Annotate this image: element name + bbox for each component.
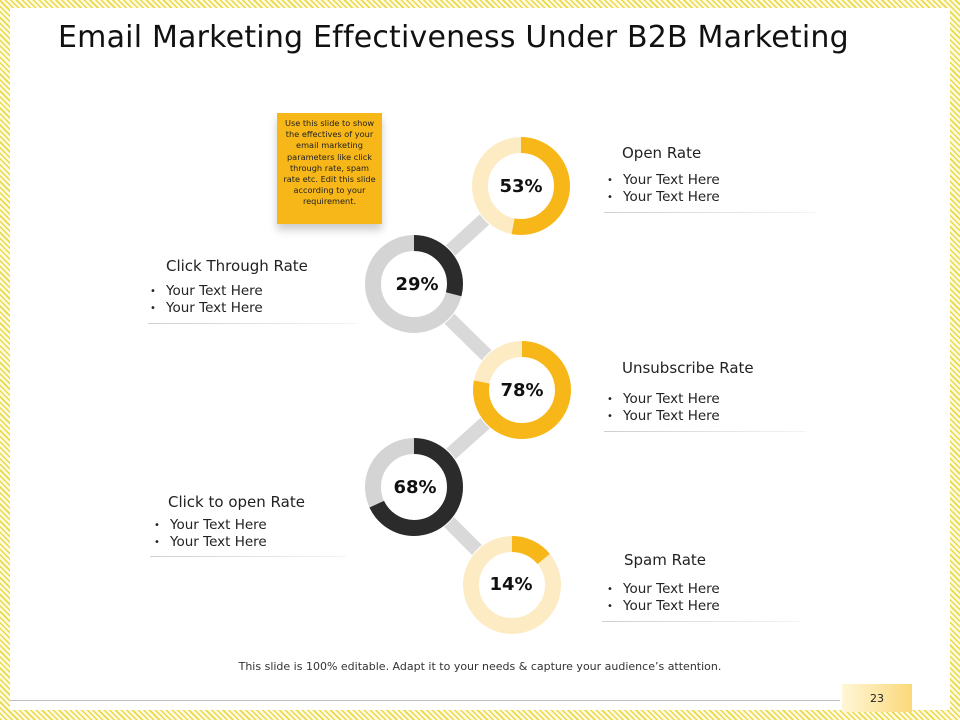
bullet-item[interactable]: Your Text Here <box>607 581 720 598</box>
click-through-rate-value: 29% <box>395 274 439 295</box>
unsubscribe-rate-label[interactable]: Unsubscribe Rate <box>622 359 754 377</box>
slide-title[interactable]: Email Marketing Effectiveness Under B2B … <box>58 20 849 55</box>
bullet-item[interactable]: Your Text Here <box>154 534 267 551</box>
page-number-box: 23 <box>842 684 912 712</box>
bullet-item[interactable]: Your Text Here <box>150 300 263 317</box>
footer-note[interactable]: This slide is 100% editable. Adapt it to… <box>238 660 722 673</box>
bullet-item[interactable]: Your Text Here <box>607 172 720 189</box>
unsubscribe-rate-bullets: Your Text Here Your Text Here <box>607 391 720 425</box>
donut-diagram <box>364 136 572 635</box>
bullet-item[interactable]: Your Text Here <box>154 517 267 534</box>
unsubscribe-rate-value: 78% <box>500 380 544 401</box>
bullet-item[interactable]: Your Text Here <box>607 189 720 206</box>
click-through-rate-label[interactable]: Click Through Rate <box>166 257 308 275</box>
bullet-item[interactable]: Your Text Here <box>150 283 263 300</box>
divider <box>148 323 356 324</box>
divider <box>604 431 806 432</box>
open-rate-donut-arc[interactable] <box>472 137 570 235</box>
spam-rate-label[interactable]: Spam Rate <box>624 551 707 569</box>
sticky-note-text: Use this slide to show the effectives of… <box>283 118 376 207</box>
spam-rate-bullets: Your Text Here Your Text Here <box>607 581 720 615</box>
divider <box>604 212 816 213</box>
slide: Email Marketing Effectiveness Under B2B … <box>10 8 950 712</box>
click-through-rate-bullets: Your Text Here Your Text Here <box>150 283 263 317</box>
bullet-item[interactable]: Your Text Here <box>607 391 720 408</box>
sticky-note[interactable]: Use this slide to show the effectives of… <box>277 113 382 224</box>
open-rate-label[interactable]: Open Rate <box>622 144 702 162</box>
open-rate-value: 53% <box>499 176 543 197</box>
click-to-open-rate-bullets: Your Text Here Your Text Here <box>154 517 267 551</box>
spam-rate-donut-arc[interactable] <box>463 536 561 634</box>
click-to-open-rate-label[interactable]: Click to open Rate <box>168 493 305 511</box>
divider <box>150 556 346 557</box>
bullet-item[interactable]: Your Text Here <box>607 408 720 425</box>
click-through-rate-donut-arc[interactable] <box>365 235 463 333</box>
divider <box>602 621 800 622</box>
click-to-open-rate-value: 68% <box>393 477 437 498</box>
page-number: 23 <box>870 692 884 705</box>
footer-divider <box>10 700 840 701</box>
click-to-open-rate-donut-arc[interactable] <box>365 438 463 536</box>
unsubscribe-rate-donut-arc[interactable] <box>473 341 571 439</box>
bullet-item[interactable]: Your Text Here <box>607 598 720 615</box>
donuts <box>364 136 572 635</box>
open-rate-bullets: Your Text Here Your Text Here <box>607 172 720 206</box>
spam-rate-value: 14% <box>489 574 533 595</box>
